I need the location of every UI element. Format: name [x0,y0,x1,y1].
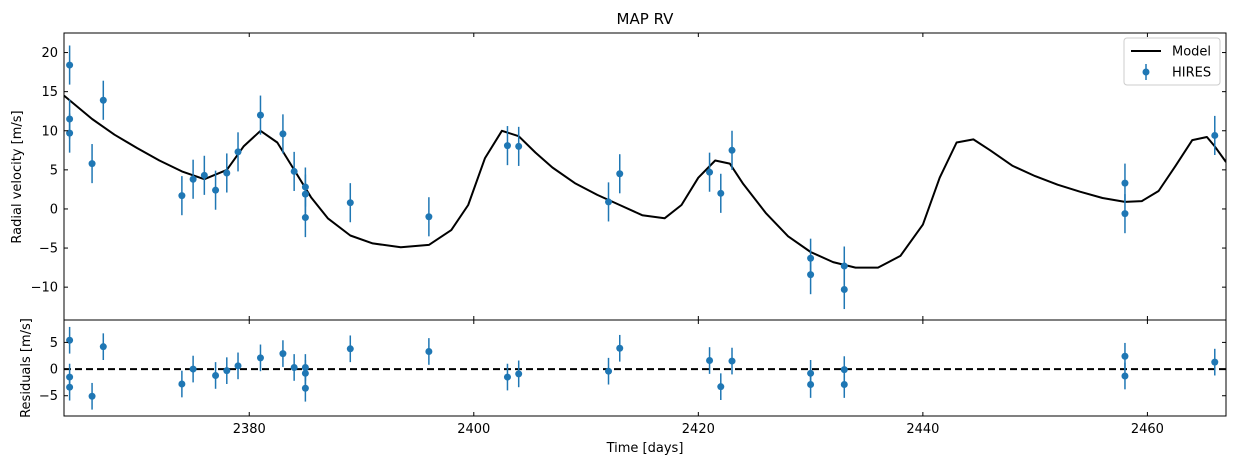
residual-data-point [605,367,613,375]
residuals-y-axis-label: Residuals [m/s] [19,318,34,418]
rv-data-point [234,148,242,156]
rv-x-ticks [248,33,1148,320]
rv-y-axis-label: Radial velocity [m/s] [10,110,25,243]
rv-panel: −10 −5 0 5 10 15 20 MAP RV Radial velocity [m/… [10,10,1227,321]
rv-data-point [212,186,220,194]
rv-data-point [840,286,848,294]
residual-data-point [1121,372,1129,380]
x-tick-label: 2420 [682,422,715,437]
residual-data-point [1121,352,1129,360]
rv-data-point [1121,179,1129,187]
rv-data-point [503,142,511,150]
residual-data-point [706,357,714,365]
legend-model-label: Model [1172,45,1211,60]
rv-data-point [605,198,613,206]
legend-hires-marker [1142,68,1150,76]
x-tick-label: 2460 [1131,422,1164,437]
rv-data-point [706,168,714,176]
rv-y-tick-label: 5 [50,163,58,178]
rv-data-point [840,262,848,270]
rv-data-point [301,214,309,222]
residual-data-point [178,380,186,388]
residual-data-point [515,370,523,378]
residual-data-point [223,367,231,375]
residuals-y-tick-label: −5 [39,389,58,404]
rv-y-tick-label: −5 [39,242,58,257]
rv-data-point [178,192,186,200]
residual-data-point [99,343,107,351]
rv-data-point [717,189,725,197]
x-tick-label: 2380 [233,422,266,437]
residuals-y-tick-label: 5 [50,336,58,351]
model-line [64,94,1226,269]
rv-data-point [425,213,433,221]
rv-y-tick-label: 0 [50,202,58,217]
residual-marks [64,326,1226,410]
residual-data-point [346,345,354,353]
residual-data-point [1211,358,1219,366]
residual-data-point [256,354,264,362]
rv-data-point [223,169,231,177]
residual-data-point [425,347,433,355]
rv-data-point [616,170,624,178]
rv-data-point [99,96,107,104]
rv-data-point [290,167,298,175]
legend: Model HIRES [1123,37,1221,86]
rv-data-point [189,175,197,183]
residual-data-point [301,369,309,377]
residual-data-point [301,384,309,392]
residual-data-point [840,366,848,374]
rv-data-point [807,271,815,279]
residual-data-point [290,363,298,371]
rv-y-tick-label: −10 [31,281,58,296]
rv-data-point [200,171,208,179]
rv-data-point [728,146,736,154]
rv-y-tick-label: 10 [41,124,58,139]
residual-data-point [728,357,736,365]
rv-data-point [279,130,287,138]
residual-data-point [234,362,242,370]
residual-data-point [279,350,287,358]
rv-data-point [66,129,74,137]
residual-data-point [88,392,96,400]
legend-hires-label: HIRES [1172,66,1211,81]
residuals-panel: −5 0 5 2380 2400 2420 2440 2460 Time [days] Re… [19,318,1227,456]
residual-data-point [717,383,725,391]
rv-data-point [1121,210,1129,218]
x-axis-label: Time [days] [606,441,684,456]
residual-data-point [503,373,511,381]
residual-data-point [616,344,624,352]
rv-y-tick-label: 20 [41,46,58,61]
rv-y-tick-label: 15 [41,85,58,100]
residual-data-point [212,371,220,379]
rv-y-ticks: −10 −5 0 5 10 15 20 [31,46,1226,296]
rv-data-point [256,111,264,119]
rv-data-point [346,199,354,207]
rv-data-point [66,61,74,69]
rv-data-point [1211,131,1219,139]
rv-data-point [515,142,523,150]
residuals-axes-frame [63,319,1227,417]
residuals-y-ticks: −5 0 5 [39,336,1226,404]
residuals-y-tick-label: 0 [50,363,58,378]
x-tick-label: 2440 [906,422,939,437]
rv-data-point [88,160,96,168]
residual-data-point [66,383,74,391]
x-tick-label: 2400 [457,422,490,437]
residual-data-point [189,365,197,373]
residual-data-point [807,381,815,389]
rv-data-point [301,190,309,198]
residual-data-point [840,381,848,389]
residuals-x-ticks: 2380 2400 2420 2440 2460 [233,320,1164,437]
rv-marks [64,45,1226,310]
chart-title: MAP RV [617,10,675,28]
